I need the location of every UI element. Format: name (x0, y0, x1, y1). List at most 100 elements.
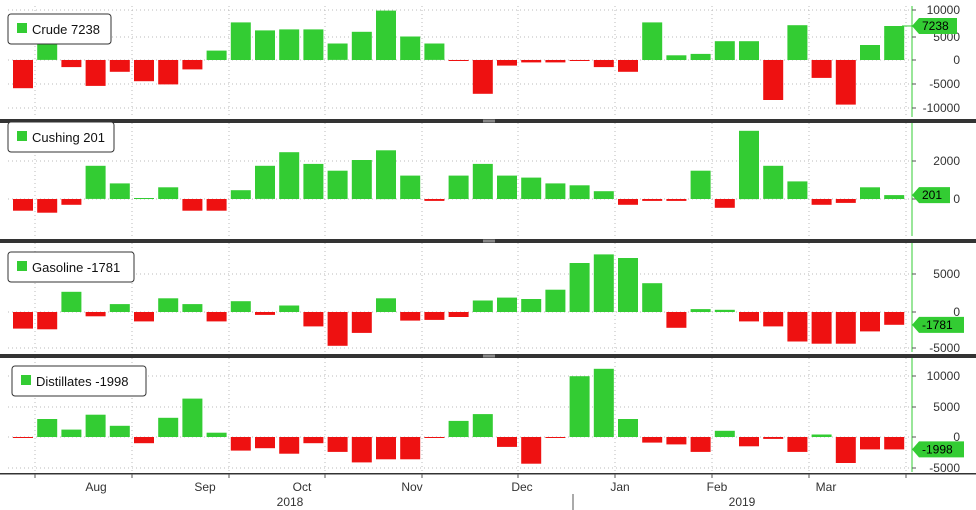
bar (714, 309, 735, 312)
bar (690, 309, 711, 312)
y-tick-label: 5000 (933, 400, 960, 414)
bar (85, 165, 106, 199)
bar (85, 60, 106, 86)
bar (472, 300, 493, 312)
bar (13, 312, 33, 329)
last-value-label: -1998 (922, 442, 953, 456)
bar (811, 199, 832, 205)
bar (327, 437, 348, 452)
bar (303, 29, 324, 60)
last-value-tag (912, 187, 950, 204)
bar (255, 30, 275, 60)
bar (787, 437, 808, 452)
legend-swatch (17, 23, 27, 33)
bar (714, 430, 735, 437)
bar (85, 312, 106, 317)
bar (61, 429, 82, 437)
bar (666, 437, 687, 445)
bar (230, 190, 251, 199)
bar (763, 437, 784, 439)
bar (835, 199, 856, 203)
last-value-tag (912, 316, 964, 333)
bar (497, 297, 517, 312)
year-label: 2019 (729, 495, 756, 509)
last-value-label: 7238 (922, 19, 949, 33)
year-label: 2018 (277, 495, 304, 509)
bar (593, 60, 614, 68)
bar (666, 55, 687, 60)
bar (158, 187, 179, 199)
bar (424, 43, 445, 60)
bar (521, 437, 542, 464)
bar (134, 312, 154, 322)
bar (255, 312, 275, 315)
y-tick-label: 5000 (933, 267, 960, 281)
bar (835, 437, 856, 463)
last-value-label: 201 (922, 188, 942, 202)
bar (134, 437, 154, 444)
bar (472, 163, 493, 199)
bar (787, 25, 808, 60)
bar (714, 41, 735, 60)
bar (61, 60, 82, 68)
bar (739, 41, 759, 60)
bar (13, 199, 33, 211)
bar (351, 160, 372, 199)
legend-box (7, 13, 112, 45)
bar (618, 419, 638, 437)
bar (327, 312, 348, 346)
bar (763, 60, 784, 100)
legend-swatch (21, 375, 31, 385)
bar (593, 368, 614, 437)
bar (618, 60, 638, 72)
bar (255, 165, 275, 199)
bar (37, 312, 58, 330)
bar (279, 152, 300, 199)
bar (400, 312, 421, 321)
legend: Gasoline -1781 (7, 251, 135, 283)
panel-resize-handle (483, 354, 495, 358)
month-label: Oct (293, 480, 312, 494)
bar (206, 432, 227, 437)
bar (787, 312, 808, 342)
month-label: Nov (401, 480, 422, 494)
bar (448, 60, 469, 61)
last-value-tag (912, 441, 964, 458)
legend-box (7, 121, 115, 153)
bar (497, 437, 517, 447)
bar (206, 199, 227, 211)
chart-panel: 2000 0 201 Cushing 201 (0, 121, 976, 243)
bar (618, 199, 638, 205)
bar (206, 312, 227, 322)
bar (545, 289, 566, 312)
bar (811, 312, 832, 344)
bar (37, 43, 58, 60)
bar (593, 191, 614, 199)
legend-box (7, 251, 135, 283)
bar (85, 414, 106, 437)
bar (642, 437, 663, 443)
bar (763, 312, 784, 327)
month-label: Sep (194, 480, 216, 494)
legend-label: Gasoline -1781 (32, 260, 120, 275)
bar (400, 437, 421, 460)
bar (424, 437, 445, 438)
bar (739, 312, 759, 322)
bar (884, 195, 905, 199)
bar (351, 437, 372, 463)
bar (158, 60, 179, 85)
legend-label: Cushing 201 (32, 130, 105, 145)
bar (497, 60, 517, 66)
last-value-tag (912, 17, 957, 34)
y-tick-label: 10000 (927, 3, 961, 17)
bar (37, 419, 58, 437)
month-label: Mar (816, 480, 837, 494)
bar (134, 198, 154, 199)
bar (521, 177, 542, 199)
bar (376, 298, 396, 312)
y-tick-label: -5000 (929, 77, 960, 91)
bar (884, 437, 905, 450)
bar (448, 312, 469, 317)
legend: Crude 7238 (7, 13, 112, 45)
